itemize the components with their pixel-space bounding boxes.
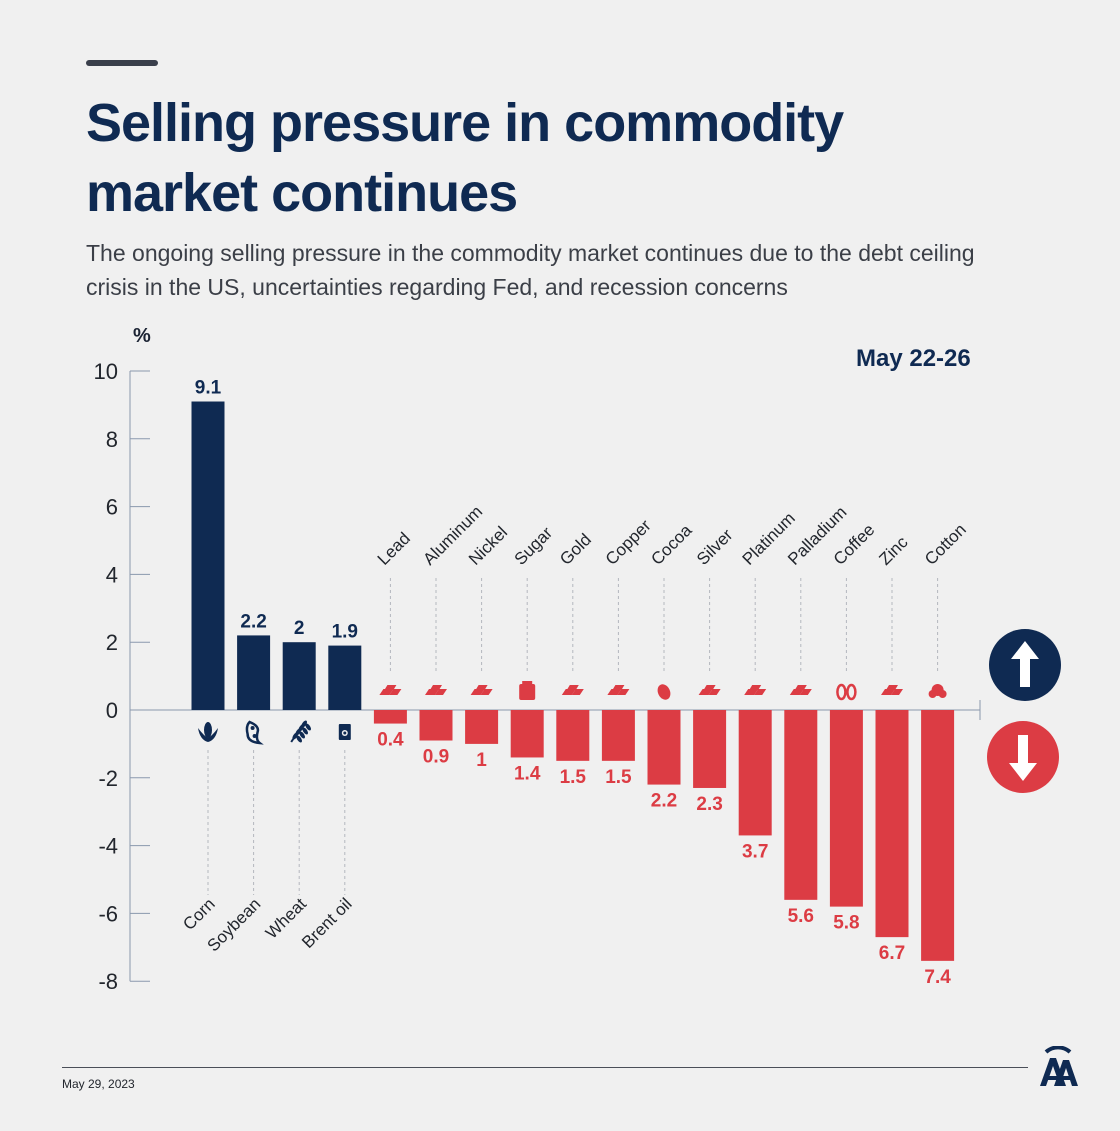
bar-cotton [921, 710, 955, 961]
y-tick-label: 6 [106, 495, 118, 520]
metal-bars-icon [561, 685, 584, 695]
coffee-beans-icon [836, 683, 857, 701]
category-label: Copper [602, 516, 655, 569]
commodity-bar-chart: 1086420-2-4-6-89.1Corn2.2Soybean2Wheat1.… [94, 359, 1061, 994]
value-label: 1 [476, 750, 487, 771]
value-label: 6.7 [879, 943, 905, 964]
arrow-up-icon [989, 629, 1061, 701]
y-tick-label: -8 [98, 969, 118, 994]
bar-gold [556, 710, 590, 761]
sugar-sack-icon [519, 681, 536, 700]
bar-palladium [784, 710, 818, 900]
category-label: Zinc [875, 532, 911, 568]
soybean-icon [245, 720, 264, 745]
category-label: Lead [374, 529, 414, 569]
bar-corn [191, 401, 225, 710]
value-label: 2.2 [651, 791, 677, 812]
value-label: 9.1 [195, 378, 222, 399]
metal-bars-icon [744, 685, 767, 695]
bar-coffee [829, 710, 863, 907]
page-title: Selling pressure in commodity market con… [86, 93, 844, 223]
value-label: 0.9 [423, 747, 449, 768]
y-tick-label: -6 [98, 901, 118, 926]
cocoa-pod-icon [657, 684, 671, 700]
metal-bars-icon [789, 685, 812, 695]
y-tick-label: -4 [98, 834, 118, 859]
title-accent-bar [86, 60, 158, 66]
value-label: 0.4 [377, 730, 404, 751]
bar-platinum [738, 710, 772, 836]
value-label: 1.5 [560, 767, 587, 788]
y-tick-label: 0 [106, 698, 118, 723]
value-label: 1.4 [514, 763, 541, 784]
metal-bars-icon [425, 685, 447, 695]
value-label: 7.4 [924, 967, 951, 988]
bar-soybean [237, 635, 271, 710]
y-tick-label: -2 [98, 766, 118, 791]
corn-icon [198, 722, 218, 742]
value-label: 5.8 [833, 913, 859, 934]
aa-logo-icon [1040, 1046, 1078, 1086]
metal-bars-icon [698, 685, 721, 695]
metal-bars-icon [607, 685, 630, 695]
footer-divider [62, 1067, 1028, 1068]
wheat-icon [290, 720, 312, 743]
y-tick-label: 10 [94, 359, 118, 384]
value-label: 2 [294, 618, 305, 639]
bar-wheat [282, 642, 316, 710]
bar-aluminum [419, 710, 453, 741]
metal-bars-icon [379, 685, 402, 695]
value-label: 2.2 [240, 611, 266, 632]
category-label: Cotton [921, 520, 970, 569]
category-label: Corn [179, 894, 218, 933]
bar-copper [601, 710, 635, 761]
bar-silver [693, 710, 727, 788]
bar-brent-oil [328, 645, 362, 710]
y-axis-unit-label: % [133, 325, 151, 347]
value-label: 2.3 [696, 794, 722, 815]
value-label: 3.7 [742, 841, 768, 862]
bar-zinc [875, 710, 909, 938]
category-label: Sugar [511, 523, 557, 569]
category-label: Silver [693, 525, 737, 569]
category-label: Gold [556, 530, 595, 569]
category-label: Brent oil [298, 894, 356, 952]
y-tick-label: 2 [106, 630, 118, 655]
page-subtitle: The ongoing selling pressure in the comm… [86, 240, 975, 300]
value-label: 1.5 [605, 767, 632, 788]
arrow-down-icon [987, 721, 1059, 793]
metal-bars-icon [881, 685, 903, 695]
category-label: Cocoa [647, 520, 696, 569]
cotton-icon [928, 684, 947, 698]
bar-lead [373, 710, 407, 724]
footer-date: May 29, 2023 [62, 1077, 135, 1091]
value-label: 5.6 [788, 906, 814, 927]
value-label: 1.9 [332, 622, 358, 643]
metal-bars-icon [470, 685, 493, 695]
date-range-label: May 22-26 [856, 345, 971, 372]
bar-nickel [465, 710, 499, 744]
bar-sugar [510, 710, 544, 758]
oil-barrel-icon [338, 724, 351, 740]
y-tick-label: 8 [106, 427, 118, 452]
bar-cocoa [647, 710, 681, 785]
y-tick-label: 4 [106, 562, 118, 587]
